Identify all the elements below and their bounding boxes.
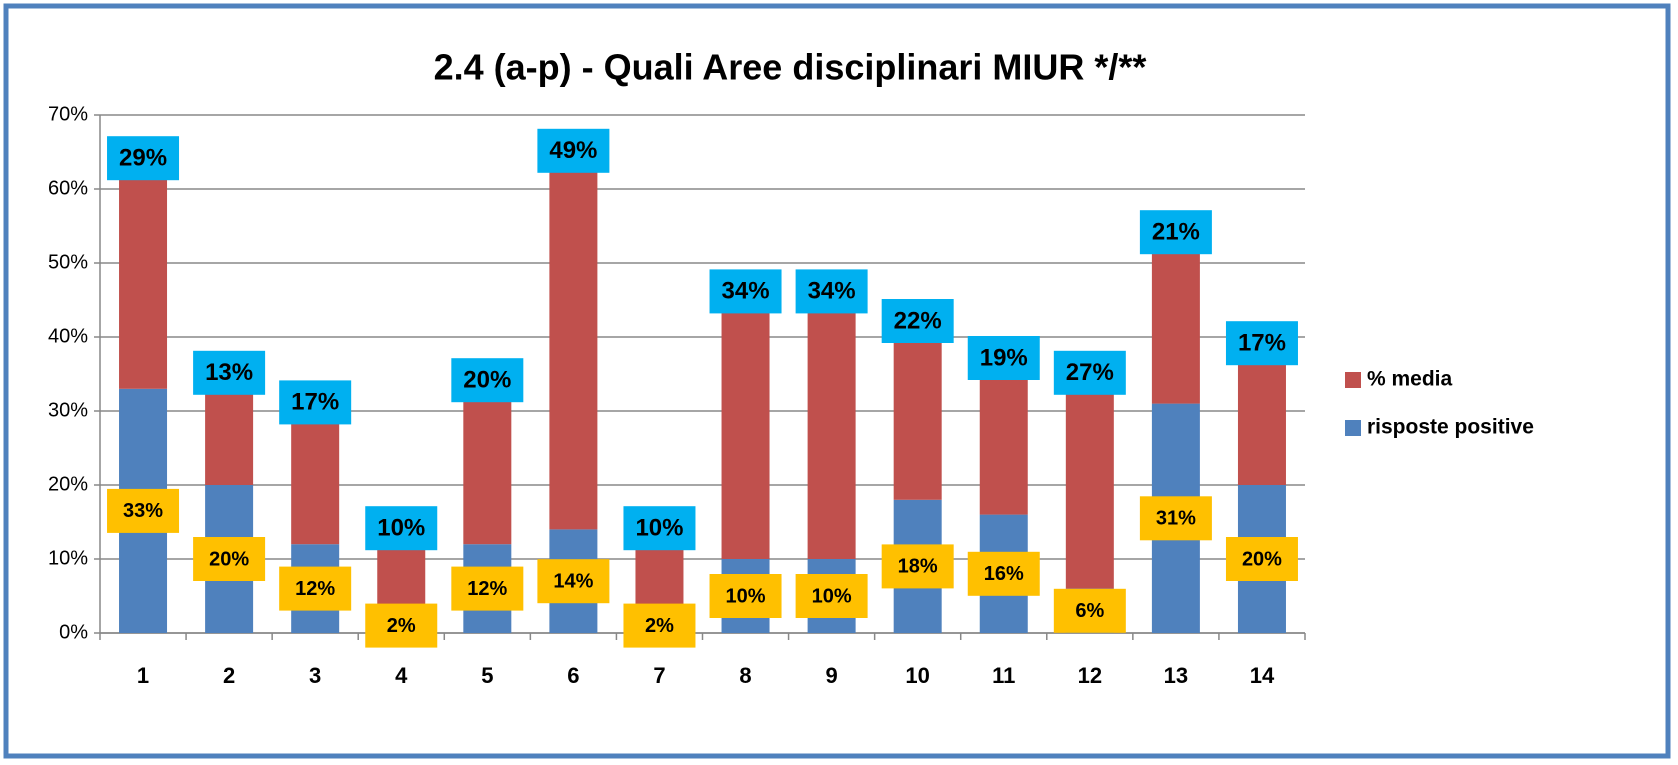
x-tick-label: 1	[137, 663, 149, 688]
data-label-box	[1053, 588, 1126, 633]
y-tick-label: 70%	[48, 103, 88, 125]
x-tick-label: 11	[992, 663, 1015, 688]
x-tick-label: 9	[825, 663, 837, 688]
data-label: 31%	[1156, 508, 1196, 530]
bar-segment	[893, 337, 942, 500]
data-label: 17%	[1238, 330, 1286, 357]
bar-segment	[119, 174, 168, 389]
data-label-box	[193, 537, 266, 581]
bar-segment	[979, 374, 1028, 515]
y-tick-label: 10%	[48, 547, 88, 569]
legend-label: % media	[1367, 368, 1453, 391]
data-label-box	[451, 566, 524, 611]
data-label: 2%	[645, 615, 674, 637]
y-tick-label: 0%	[59, 621, 88, 643]
data-label-box	[107, 488, 180, 533]
legend-swatch	[1345, 420, 1361, 436]
data-label: 10%	[377, 515, 425, 542]
data-label-box	[193, 350, 266, 395]
bar-segment	[721, 307, 770, 559]
bar-segment	[807, 307, 856, 559]
data-label: 34%	[808, 278, 856, 305]
data-label-box	[365, 506, 438, 551]
bar-segment	[1151, 248, 1200, 404]
data-label-box	[795, 269, 868, 314]
y-tick-label: 40%	[48, 325, 88, 347]
y-tick-label: 60%	[48, 177, 88, 199]
data-label-box	[709, 269, 782, 314]
data-label-box	[623, 506, 696, 551]
x-tick-label: 13	[1164, 663, 1188, 688]
data-label: 29%	[119, 145, 167, 172]
x-tick-label: 4	[395, 663, 408, 688]
data-label-box	[107, 136, 180, 181]
bar-segment	[291, 418, 340, 545]
data-label-box	[365, 603, 438, 648]
data-label: 49%	[549, 137, 597, 164]
data-label-box	[1225, 537, 1298, 581]
y-tick-label: 50%	[48, 251, 88, 273]
data-label-box	[1139, 210, 1212, 255]
x-tick-label: 14	[1250, 663, 1275, 688]
data-label: 34%	[722, 278, 770, 305]
data-label: 2%	[387, 615, 416, 637]
data-label-box	[451, 358, 524, 403]
data-label: 20%	[463, 367, 511, 394]
legend-label: risposte positive	[1367, 416, 1534, 439]
data-label: 22%	[894, 307, 942, 334]
x-tick-label: 10	[905, 663, 929, 688]
data-label: 20%	[209, 548, 249, 570]
data-label-box	[1139, 496, 1212, 541]
data-label: 20%	[1242, 548, 1282, 570]
data-label: 10%	[726, 585, 766, 607]
x-tick-label: 7	[653, 663, 665, 688]
bar-segment	[1065, 388, 1114, 589]
data-label-box	[279, 566, 352, 611]
data-label: 6%	[1075, 600, 1104, 622]
data-label: 10%	[812, 585, 852, 607]
data-label: 19%	[980, 344, 1028, 371]
data-label: 10%	[635, 515, 683, 542]
data-label-box	[709, 574, 782, 618]
data-label-box	[1225, 321, 1298, 366]
data-label: 17%	[291, 389, 339, 416]
bar-segment	[205, 388, 254, 485]
bar-segment	[1237, 359, 1286, 485]
y-tick-label: 30%	[48, 399, 88, 421]
data-label: 21%	[1152, 219, 1200, 246]
x-tick-label: 8	[739, 663, 751, 688]
data-label: 27%	[1066, 359, 1114, 386]
data-label-box	[881, 544, 954, 589]
data-label-box	[967, 551, 1040, 596]
x-tick-label: 2	[223, 663, 235, 688]
data-label: 13%	[205, 359, 253, 386]
data-label: 12%	[467, 578, 507, 600]
legend-swatch	[1345, 372, 1361, 388]
bar-segment	[549, 166, 598, 530]
data-label: 14%	[553, 570, 593, 592]
data-label-box	[623, 603, 696, 648]
data-label-box	[967, 336, 1040, 380]
data-label: 18%	[898, 556, 938, 578]
x-tick-label: 5	[481, 663, 493, 688]
x-tick-label: 3	[309, 663, 321, 688]
data-label-box	[537, 559, 610, 604]
data-label: 16%	[984, 563, 1024, 585]
x-tick-label: 6	[567, 663, 579, 688]
bar-segment	[463, 396, 512, 545]
data-label-box	[1053, 350, 1126, 395]
data-label: 33%	[123, 500, 163, 522]
data-label: 12%	[295, 578, 335, 600]
y-tick-label: 20%	[48, 473, 88, 495]
data-label-box	[279, 380, 352, 425]
x-tick-label: 12	[1078, 663, 1102, 688]
data-label-box	[881, 299, 954, 343]
data-label-box	[537, 128, 610, 173]
data-label-box	[795, 574, 868, 618]
chart-title: 2.4 (a-p) - Quali Aree disciplinari MIUR…	[434, 47, 1147, 88]
